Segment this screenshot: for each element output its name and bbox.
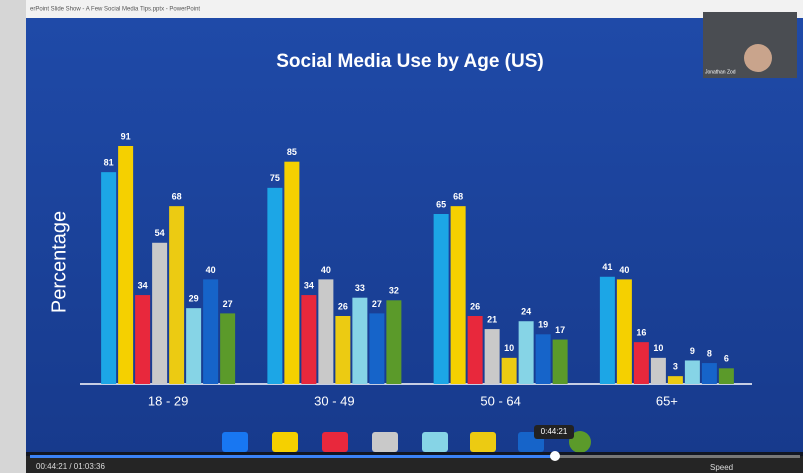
value-label: 65 [436, 199, 446, 209]
value-label: 54 [155, 228, 165, 238]
value-label: 6 [724, 354, 729, 364]
tooltip-text: 0:44:21 [541, 427, 568, 436]
value-label: 34 [304, 280, 314, 290]
legend-icon[interactable] [372, 432, 398, 452]
value-label: 19 [538, 320, 548, 330]
bar [451, 206, 466, 384]
bar [318, 279, 333, 384]
webcam-name: Jonathan Zod [705, 69, 736, 75]
value-label: 85 [287, 147, 297, 157]
x-tick-label: 50 - 64 [480, 393, 520, 408]
legend-icon[interactable] [422, 432, 448, 452]
bar [335, 316, 350, 384]
value-label: 75 [270, 173, 280, 183]
value-label: 3 [673, 362, 678, 372]
value-label: 32 [389, 286, 399, 296]
value-label: 9 [690, 346, 695, 356]
progress-fill [30, 455, 555, 458]
value-label: 41 [602, 262, 612, 272]
value-label: 10 [504, 343, 514, 353]
time: 00:44:21 / 01:03:36 [36, 462, 106, 471]
x-tick-label: 18 - 29 [148, 393, 188, 408]
bar [651, 358, 666, 384]
bar [118, 146, 133, 384]
value-label: 34 [138, 280, 148, 290]
page: erPoint Slide Show - A Few Social Media … [0, 0, 803, 473]
bar [468, 316, 483, 384]
value-label: 26 [470, 301, 480, 311]
legend-icon[interactable] [272, 432, 298, 452]
value-label: 33 [355, 283, 365, 293]
bar [267, 188, 282, 384]
value-label: 29 [189, 294, 199, 304]
bar [220, 313, 235, 384]
bar [519, 321, 534, 384]
bar [553, 340, 568, 384]
x-tick-label: 65+ [656, 393, 678, 408]
value-label: 68 [172, 192, 182, 202]
bar [135, 295, 150, 384]
progress-handle[interactable] [550, 451, 560, 461]
left-frame [0, 0, 26, 473]
bar [203, 279, 218, 384]
bar [719, 368, 734, 384]
bar [152, 243, 167, 384]
bar [668, 376, 683, 384]
speed-button[interactable]: Speed [710, 463, 733, 472]
value-label: 40 [321, 265, 331, 275]
bar [186, 308, 201, 384]
slide [26, 18, 803, 456]
value-label: 16 [636, 328, 646, 338]
bar [634, 342, 649, 384]
bar [169, 206, 184, 384]
bar [617, 279, 632, 384]
bar [600, 277, 615, 384]
bar [352, 298, 367, 384]
chart-title: Social Media Use by Age (US) [276, 51, 543, 72]
value-label: 8 [707, 348, 712, 358]
bar [485, 329, 500, 384]
value-label: 17 [555, 325, 565, 335]
value-label: 10 [653, 343, 663, 353]
bar [702, 363, 717, 384]
bar [434, 214, 449, 384]
bar [284, 162, 299, 384]
bar [386, 300, 401, 384]
bar [369, 313, 384, 384]
webcam-person [744, 44, 772, 72]
bar [685, 360, 700, 384]
bar [502, 358, 517, 384]
bar [101, 172, 116, 384]
y-axis-label: Percentage [48, 211, 70, 313]
legend-icon[interactable] [470, 432, 496, 452]
value-label: 27 [372, 299, 382, 309]
value-label: 26 [338, 301, 348, 311]
value-label: 81 [104, 158, 114, 168]
value-label: 27 [223, 299, 233, 309]
legend-icon[interactable] [322, 432, 348, 452]
value-label: 68 [453, 192, 463, 202]
value-label: 21 [487, 314, 497, 324]
screen: erPoint Slide Show - A Few Social Media … [0, 0, 803, 473]
value-label: 40 [619, 265, 629, 275]
bar [536, 334, 551, 384]
window-title: erPoint Slide Show - A Few Social Media … [30, 7, 200, 13]
bar [301, 295, 316, 384]
value-label: 91 [121, 131, 131, 141]
legend-icon[interactable] [222, 432, 248, 452]
value-label: 40 [206, 265, 216, 275]
value-label: 24 [521, 307, 531, 317]
x-tick-label: 30 - 49 [314, 393, 354, 408]
